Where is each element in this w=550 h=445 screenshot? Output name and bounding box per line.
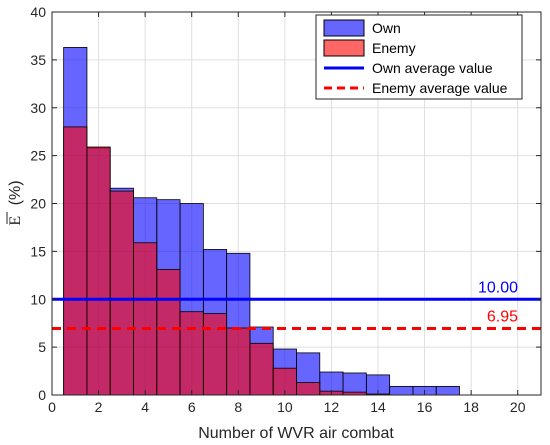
x-tick-label-0: 0: [48, 399, 56, 415]
x-tick-label-6: 12: [324, 399, 340, 415]
x-tick-label-9: 18: [463, 399, 479, 415]
enemy-bar-0: [63, 126, 88, 396]
legend-label-own: Own: [372, 20, 401, 36]
legend-swatch-enemy: [323, 39, 365, 57]
enemy-bar-8: [249, 342, 274, 396]
x-tick-label-5: 10: [277, 399, 293, 415]
x-tick-label-7: 14: [370, 399, 386, 415]
y-tick-label-7: 35: [30, 52, 46, 68]
average-lines: 10.00 6.95: [52, 279, 541, 330]
x-tick-label-3: 6: [188, 399, 196, 415]
enemy-bar-10: [296, 382, 321, 396]
y-axis-symbol: E: [7, 216, 24, 226]
y-tick-label-8: 40: [30, 4, 46, 20]
x-tick-label-8: 16: [417, 399, 433, 415]
y-axis-unit: (%): [7, 180, 24, 205]
y-tick-label-6: 30: [30, 100, 46, 116]
x-axis-label: Number of WVR air combat: [198, 425, 394, 442]
enemy-average-value-label: 6.95: [487, 308, 518, 325]
x-axis-ticks: 0 2 4 6 8 10 12 14 16 18 20: [48, 12, 526, 415]
y-tick-label-2: 10: [30, 291, 46, 307]
own-bar-12: [342, 372, 367, 396]
y-tick-label-5: 25: [30, 148, 46, 164]
enemy-bar-2: [109, 190, 134, 396]
enemy-bar-7: [226, 327, 251, 396]
legend: Own Enemy Own average value Enemy averag…: [315, 14, 523, 100]
y-tick-label-3: 15: [30, 243, 46, 259]
enemy-bar-5: [179, 311, 204, 396]
y-tick-label-4: 20: [30, 196, 46, 212]
y-axis-label: E (%): [6, 180, 24, 226]
legend-label-own-average: Own average value: [372, 60, 493, 76]
own-bar-16: [435, 385, 460, 396]
legend-swatch-own: [323, 19, 365, 37]
svg-text:E (%): E (%): [7, 180, 24, 225]
y-tick-label-0: 0: [38, 387, 46, 403]
own-bar-14: [389, 385, 414, 396]
y-tick-label-1: 5: [38, 339, 46, 355]
enemy-bar-6: [202, 313, 228, 396]
x-tick-label-10: 20: [510, 399, 526, 415]
x-tick-label-1: 2: [95, 399, 103, 415]
legend-label-enemy-average: Enemy average value: [372, 80, 508, 96]
legend-label-enemy: Enemy: [372, 40, 416, 56]
x-tick-label-4: 8: [234, 399, 242, 415]
x-tick-label-2: 4: [141, 399, 149, 415]
own-average-value-label: 10.00: [478, 279, 518, 296]
enemy-bar-4: [156, 269, 181, 396]
enemy-bar-1: [86, 146, 111, 396]
enemy-bar-3: [133, 242, 158, 396]
y-axis-ticks: 0 5 10 15 20 25 30 35 40: [30, 4, 541, 403]
